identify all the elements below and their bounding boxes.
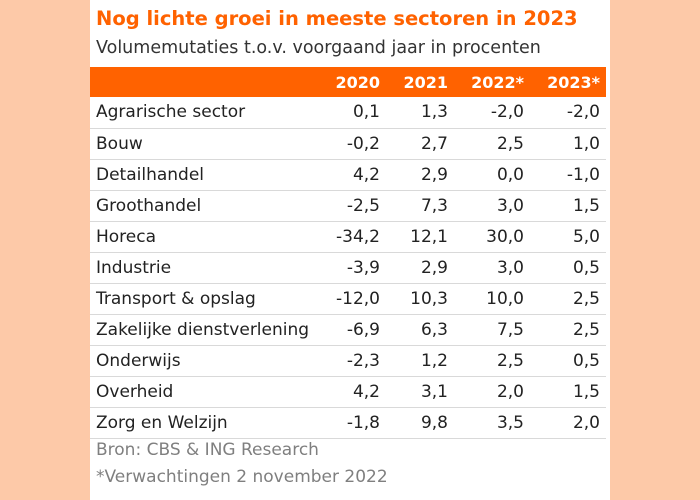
chart-title: Nog lichte groei in meeste sectoren in 2… — [96, 7, 578, 30]
row-label: Groothandel — [96, 195, 202, 216]
row-label: Onderwijs — [96, 350, 181, 371]
row-label: Zorg en Welzijn — [96, 412, 228, 433]
value-cell: 30,0 — [486, 226, 524, 247]
value-cell: 2,5 — [496, 350, 524, 371]
footnote: *Verwachtingen 2 november 2022 — [96, 467, 388, 487]
value-cell: 2,0 — [572, 412, 600, 433]
value-cell: 9,8 — [420, 412, 448, 433]
value-cell: 0,5 — [572, 257, 600, 278]
table-row: Agrarische sector 0,1 1,3 -2,0 -2,0 — [90, 97, 606, 128]
value-cell: 12,1 — [410, 226, 448, 247]
table-row: Detailhandel 4,2 2,9 0,0 -1,0 — [90, 159, 606, 190]
table-row: Transport & opslag -12,0 10,3 10,0 2,5 — [90, 283, 606, 314]
row-label: Horeca — [96, 226, 157, 247]
value-cell: 1,5 — [572, 195, 600, 216]
chart-subtitle: Volumemutaties t.o.v. voorgaand jaar in … — [96, 38, 541, 58]
table-row: Bouw -0,2 2,7 2,5 1,0 — [90, 128, 606, 159]
source-note: Bron: CBS & ING Research — [96, 440, 319, 460]
value-cell: 3,1 — [420, 381, 448, 402]
value-cell: 1,5 — [572, 381, 600, 402]
value-cell: 10,0 — [486, 288, 524, 309]
value-cell: 2,5 — [496, 133, 524, 154]
value-cell: 4,2 — [352, 381, 380, 402]
value-cell: 2,5 — [572, 319, 600, 340]
header-cell-2020: 2020 — [335, 72, 380, 92]
value-cell: 2,7 — [420, 133, 448, 154]
value-cell: -34,2 — [336, 226, 380, 247]
value-cell: 10,3 — [410, 288, 448, 309]
row-label: Zakelijke dienstverlening — [96, 319, 310, 340]
table-row: Overheid 4,2 3,1 2,0 1,5 — [90, 376, 606, 407]
value-cell: 3,0 — [496, 195, 524, 216]
row-label: Agrarische sector — [96, 102, 246, 123]
value-cell: 4,2 — [352, 164, 380, 185]
value-cell: 0,5 — [572, 350, 600, 371]
value-cell: 1,3 — [420, 102, 448, 123]
value-cell: 1,2 — [420, 350, 448, 371]
value-cell: -2,3 — [346, 350, 380, 371]
value-cell: 2,0 — [496, 381, 524, 402]
value-cell: -6,9 — [346, 319, 380, 340]
value-cell: -2,0 — [566, 102, 600, 123]
value-cell: -2,0 — [490, 102, 524, 123]
header-cell-2023: 2023* — [547, 72, 600, 92]
table-body: Agrarische sector 0,1 1,3 -2,0 -2,0 Bouw -0,2 2… — [90, 97, 606, 438]
table-row: Groothandel -2,5 7,3 3,0 1,5 — [90, 190, 606, 221]
row-label: Bouw — [96, 133, 143, 154]
table-row: Horeca -34,2 12,1 30,0 5,0 — [90, 221, 606, 252]
data-table: 2020 2021 2022* 2023* Agrarische sector 0… — [90, 67, 606, 439]
value-cell: 7,5 — [496, 319, 524, 340]
row-label: Transport & opslag — [96, 288, 256, 309]
value-cell: 0,1 — [352, 102, 380, 123]
row-label: Industrie — [96, 257, 172, 278]
value-cell: 3,0 — [496, 257, 524, 278]
value-cell: -1,8 — [346, 412, 380, 433]
table-header-row: 2020 2021 2022* 2023* — [90, 67, 606, 97]
value-cell: 2,9 — [420, 257, 448, 278]
value-cell: -3,9 — [346, 257, 380, 278]
row-label: Overheid — [96, 381, 174, 402]
table-row: Zorg en Welzijn -1,8 9,8 3,5 2,0 — [90, 407, 606, 438]
table-row: Industrie -3,9 2,9 3,0 0,5 — [90, 252, 606, 283]
header-cell-2021: 2021 — [403, 72, 448, 92]
value-cell: 2,9 — [420, 164, 448, 185]
value-cell: 1,0 — [572, 133, 600, 154]
table-row: Onderwijs -2,3 1,2 2,5 0,5 — [90, 345, 606, 376]
value-cell: 5,0 — [572, 226, 600, 247]
value-cell: -2,5 — [346, 195, 380, 216]
value-cell: -12,0 — [336, 288, 380, 309]
value-cell: 7,3 — [420, 195, 448, 216]
value-cell: -1,0 — [566, 164, 600, 185]
value-cell: 3,5 — [496, 412, 524, 433]
value-cell: 0,0 — [496, 164, 524, 185]
chart-card: Nog lichte groei in meeste sectoren in 2… — [90, 0, 610, 500]
value-cell: 6,3 — [420, 319, 448, 340]
table-row: Zakelijke dienstverlening -6,9 6,3 7,5 2,5 — [90, 314, 606, 345]
row-label: Detailhandel — [96, 164, 205, 185]
value-cell: -0,2 — [346, 133, 380, 154]
header-cell-2022: 2022* — [471, 72, 524, 92]
header-cell-sector — [90, 67, 318, 97]
value-cell: 2,5 — [572, 288, 600, 309]
